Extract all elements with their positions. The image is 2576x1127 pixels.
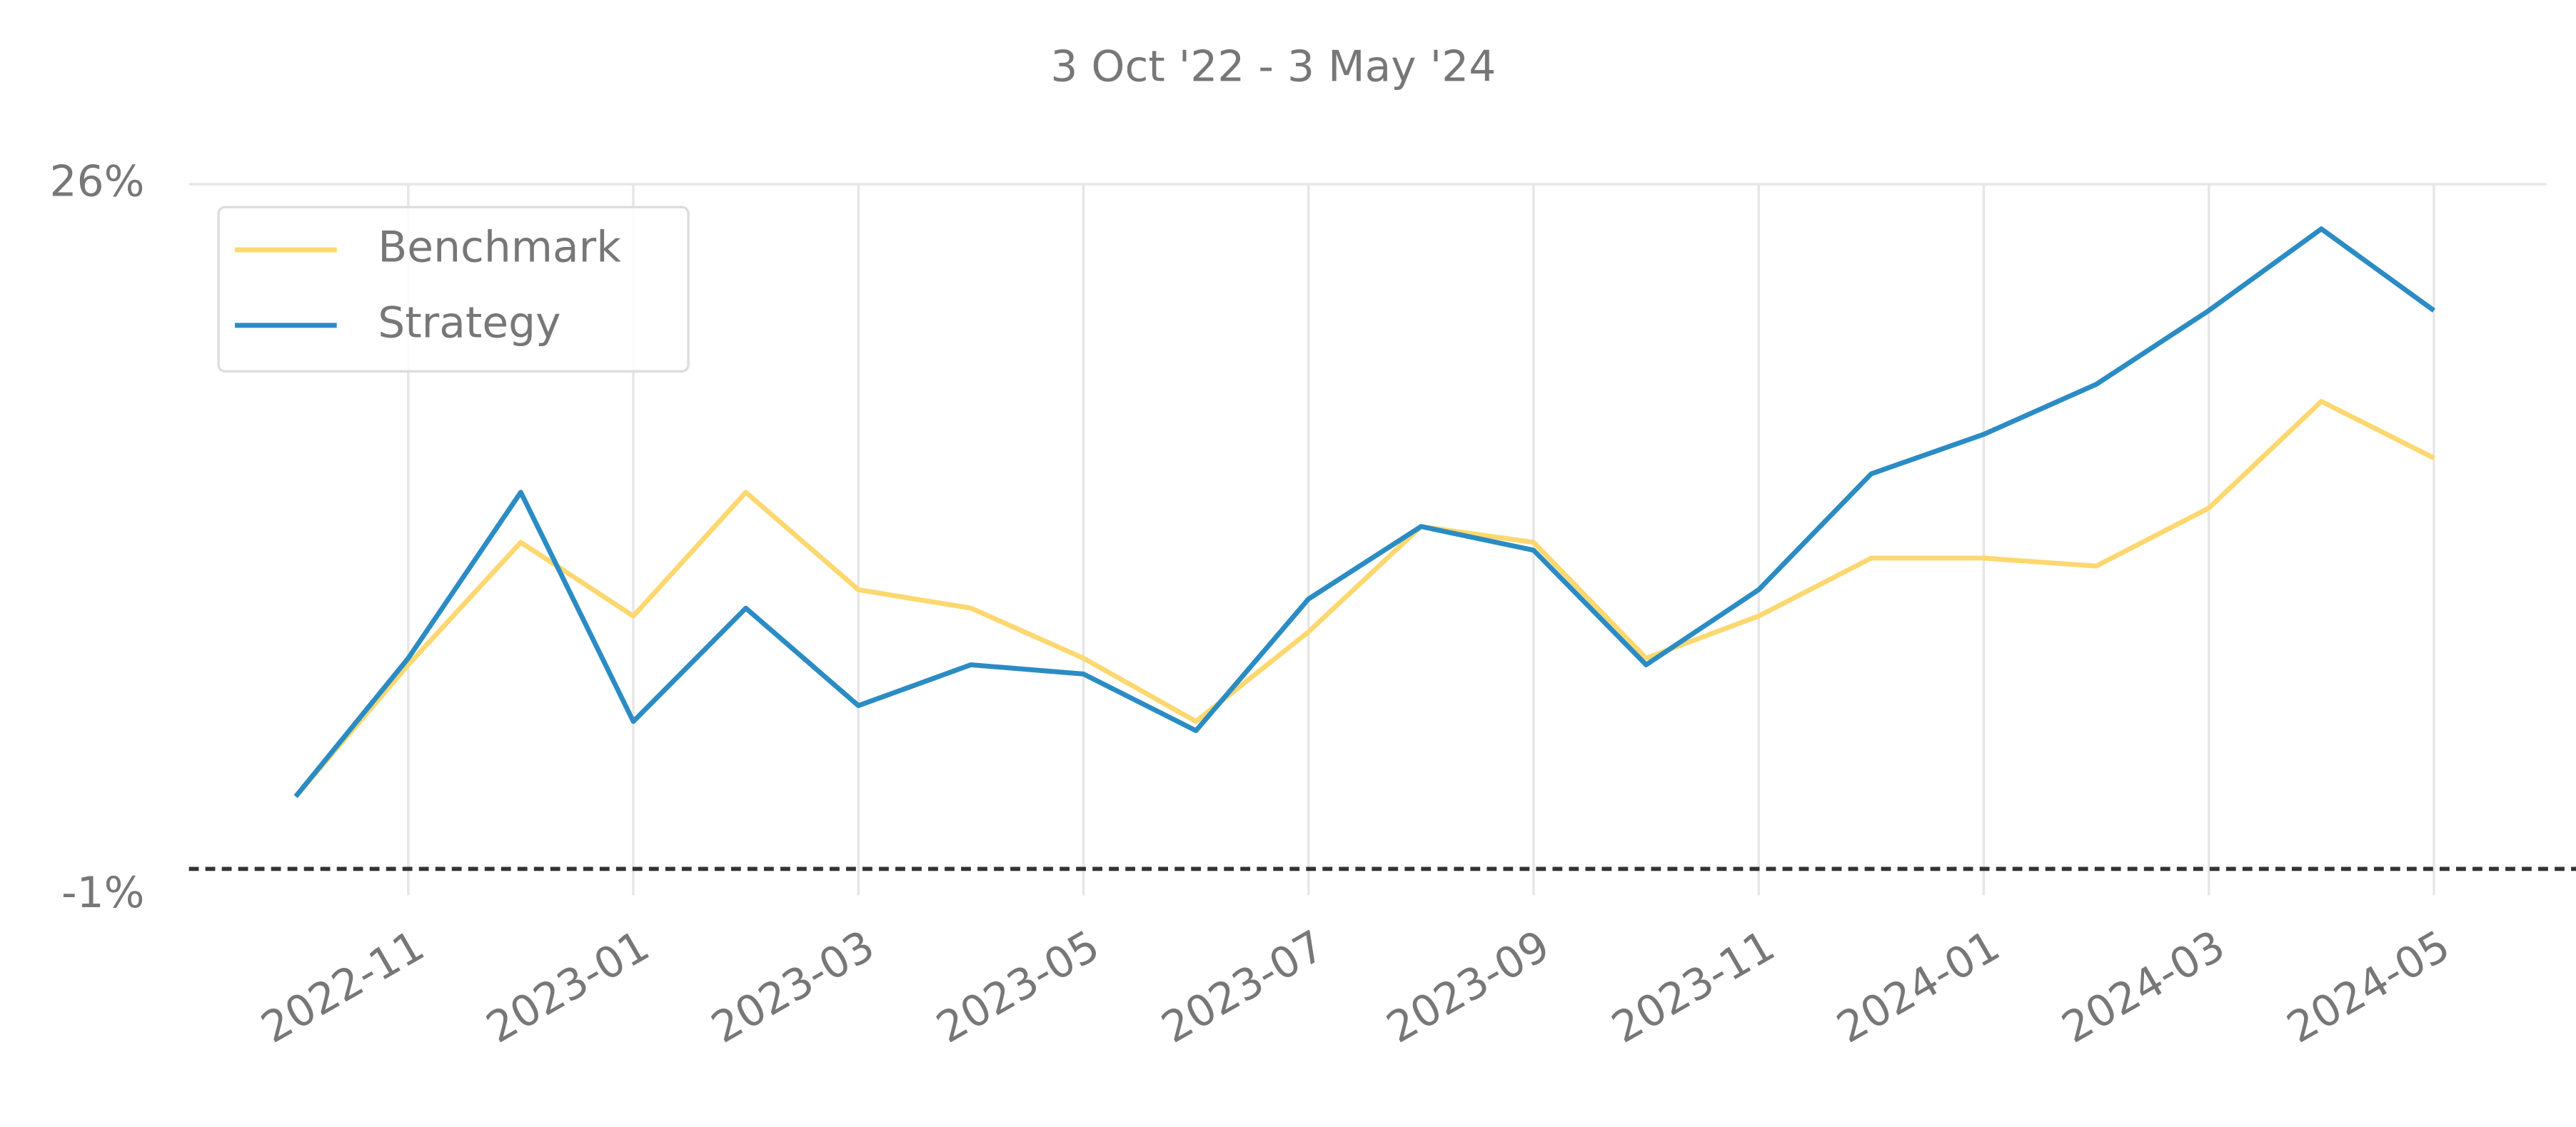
x-tick-label: 2022-11 xyxy=(253,921,433,1053)
x-tick-label: 2024-05 xyxy=(2279,921,2458,1053)
x-tick-label: 2023-11 xyxy=(1604,921,1783,1053)
x-tick-label: 2023-09 xyxy=(1379,921,1558,1053)
legend-label: Strategy xyxy=(378,298,560,348)
y-tick-label: 26% xyxy=(50,157,145,207)
legend-label: Benchmark xyxy=(378,223,621,273)
x-tick-label: 2024-01 xyxy=(1828,921,2008,1053)
series-line xyxy=(293,398,2435,799)
x-tick-label: 2023-07 xyxy=(1154,921,1333,1053)
x-tick-label: 2024-03 xyxy=(2053,921,2233,1053)
y-tick-label: -1% xyxy=(61,868,144,918)
chart-title: 3 Oct '22 - 3 May '24 xyxy=(1050,41,1496,91)
series-line xyxy=(293,226,2435,799)
x-tick-label: 2023-05 xyxy=(928,921,1107,1053)
x-tick-label: 2023-01 xyxy=(478,921,658,1053)
x-tick-label: 2023-03 xyxy=(703,921,882,1053)
legend: Benchmark Strategy xyxy=(217,206,690,373)
